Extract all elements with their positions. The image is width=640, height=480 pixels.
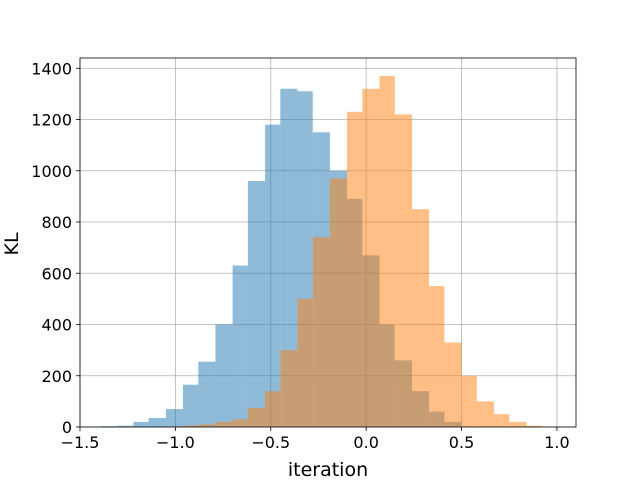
bar-series-0-10 — [265, 124, 281, 427]
bar-series-1-20 — [493, 414, 510, 427]
x-tick-label-0: −1.5 — [61, 433, 100, 452]
axes-frame — [79, 57, 577, 428]
bar-series-1-11 — [347, 111, 363, 427]
histogram-bars — [100, 75, 557, 427]
x-tick-label-5: 1.0 — [544, 433, 569, 452]
x-tick-label-1: −1.0 — [156, 433, 195, 452]
bar-series-1-4 — [232, 419, 248, 427]
bar-series-0-3 — [148, 418, 166, 427]
bar-series-1-6 — [265, 391, 281, 427]
bar-series-0-1 — [118, 425, 134, 427]
bar-series-1-21 — [509, 421, 527, 427]
bar-series-1-13 — [379, 75, 395, 427]
bar-series-0-7 — [215, 324, 233, 427]
bar-series-1-18 — [461, 375, 477, 427]
bar-series-1-2 — [198, 424, 216, 427]
y-tick-label-3: 600 — [41, 264, 72, 283]
axis-ticks: −1.5 −1.0 −0.5 0.0 0.5 1.0 0 200 400 600 800 1000 12… — [31, 59, 569, 452]
bar-series-1-1 — [183, 425, 199, 427]
bar-series-1-7 — [280, 350, 298, 427]
y-tick-label-0: 0 — [62, 418, 72, 437]
bar-series-1-22 — [526, 425, 542, 427]
bar-series-0-8 — [232, 265, 248, 427]
x-tick-label-2: −0.5 — [251, 433, 290, 452]
x-tick-label-4: 0.5 — [449, 433, 474, 452]
bar-series-0-4 — [165, 409, 184, 427]
bar-series-0-2 — [133, 421, 149, 427]
y-tick-label-1: 200 — [41, 367, 72, 386]
bar-series-1-8 — [297, 298, 313, 427]
y-tick-label-2: 400 — [41, 316, 72, 335]
y-tick-label-7: 1400 — [31, 59, 72, 78]
bar-series-0-11 — [280, 88, 298, 427]
y-tick-label-5: 1000 — [31, 162, 72, 181]
bar-series-1-19 — [476, 401, 494, 427]
y-tick-label-6: 1200 — [31, 111, 72, 130]
series-1-bars — [165, 75, 557, 427]
x-axis-label: iteration — [288, 459, 368, 480]
y-tick-label-4: 800 — [41, 213, 72, 232]
bar-series-0-9 — [247, 181, 266, 427]
bar-series-1-12 — [362, 88, 380, 427]
bar-series-0-5 — [183, 384, 199, 427]
bar-series-0-6 — [198, 361, 216, 427]
bar-series-1-14 — [394, 114, 412, 427]
bar-series-1-3 — [215, 421, 233, 427]
bar-series-1-10 — [329, 178, 348, 427]
bar-series-1-17 — [444, 342, 462, 427]
bar-series-1-16 — [429, 286, 445, 427]
bar-series-1-9 — [312, 237, 330, 427]
bar-series-1-5 — [247, 407, 266, 427]
y-axis-label: KL — [1, 232, 23, 255]
x-tick-label-3: 0.0 — [353, 433, 378, 452]
bar-series-1-15 — [411, 209, 430, 427]
